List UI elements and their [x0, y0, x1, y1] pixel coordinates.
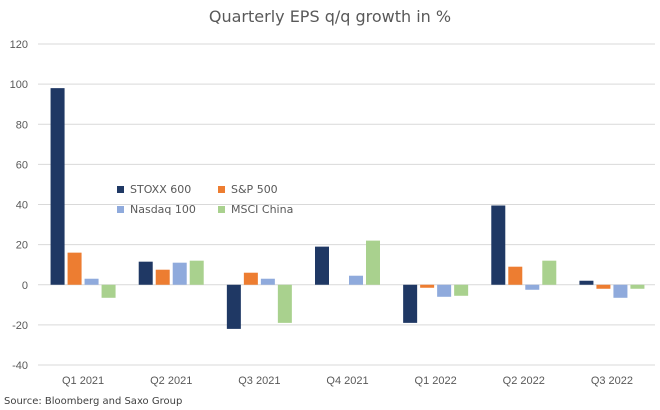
legend-label: Nasdaq 100	[130, 203, 196, 216]
bar-stoxx-600-q4-2021	[315, 246, 329, 285]
y-tick-label: 20	[16, 240, 28, 252]
bar-msci-china-q4-2021	[366, 240, 380, 285]
bar-stoxx-600-q1-2022	[403, 284, 418, 323]
x-tick-label: Q2 2022	[503, 375, 545, 387]
bar-nasdaq-100-q4-2021	[349, 275, 363, 285]
bar-msci-china-q3-2022	[630, 284, 645, 289]
legend-label: STOXX 600	[130, 183, 191, 196]
y-tick-label: 0	[22, 280, 28, 292]
chart-title: Quarterly EPS q/q growth in %	[209, 7, 451, 26]
legend: STOXX 600 S&P 500 Nasdaq 100 MSCI China	[117, 183, 293, 216]
y-tick-label: 80	[16, 119, 28, 131]
y-axis-ticks: -40 -20 0 20 40 60 80 100 120	[10, 39, 28, 372]
bars	[50, 88, 645, 329]
bar-nasdaq-100-q3-2022	[613, 284, 628, 298]
legend-swatch	[218, 206, 225, 213]
bar-s-p-500-q1-2021	[67, 252, 82, 285]
bar-msci-china-q2-2022	[542, 260, 557, 285]
bar-msci-china-q1-2022	[454, 284, 469, 296]
bar-stoxx-600-q1-2021	[50, 88, 65, 285]
y-tick-label: 100	[10, 79, 28, 91]
y-tick-label: -40	[12, 360, 28, 372]
legend-swatch	[117, 206, 124, 213]
y-tick-label: -20	[12, 320, 28, 332]
bar-nasdaq-100-q3-2021	[260, 278, 275, 285]
bar-nasdaq-100-q1-2022	[437, 284, 452, 297]
legend-swatch	[117, 186, 124, 193]
bar-s-p-500-q3-2021	[243, 272, 258, 285]
source-note: Source: Bloomberg and Saxo Group	[4, 396, 182, 407]
bar-msci-china-q3-2021	[277, 284, 292, 323]
bar-s-p-500-q2-2021	[155, 269, 170, 285]
bar-stoxx-600-q2-2021	[138, 261, 153, 285]
x-tick-label: Q1 2022	[415, 375, 457, 387]
bar-nasdaq-100-q2-2022	[525, 284, 540, 290]
bar-stoxx-600-q3-2022	[579, 280, 594, 285]
x-tick-label: Q3 2021	[238, 375, 280, 387]
bar-s-p-500-q1-2022	[420, 284, 435, 288]
x-axis-ticks: Q1 2021 Q2 2021 Q3 2021 Q4 2021 Q1 2022 Q2 20…	[62, 375, 633, 387]
bar-msci-china-q2-2021	[189, 260, 204, 285]
x-tick-label: Q2 2021	[150, 375, 192, 387]
bar-nasdaq-100-q2-2021	[172, 262, 187, 285]
legend-label: S&P 500	[231, 183, 278, 196]
bar-s-p-500-q2-2022	[508, 266, 523, 285]
bar-s-p-500-q3-2022	[596, 284, 611, 289]
y-tick-label: 120	[10, 39, 28, 51]
bar-msci-china-q1-2021	[101, 284, 116, 298]
legend-swatch	[218, 186, 225, 193]
legend-label: MSCI China	[231, 203, 293, 216]
x-tick-label: Q1 2021	[62, 375, 104, 387]
x-tick-label: Q4 2021	[326, 375, 368, 387]
bar-stoxx-600-q3-2021	[226, 284, 241, 329]
bar-stoxx-600-q2-2022	[491, 205, 506, 285]
bar-nasdaq-100-q1-2021	[84, 278, 99, 285]
x-tick-label: Q3 2022	[591, 375, 633, 387]
y-tick-label: 60	[16, 159, 28, 171]
y-tick-label: 40	[16, 200, 28, 212]
